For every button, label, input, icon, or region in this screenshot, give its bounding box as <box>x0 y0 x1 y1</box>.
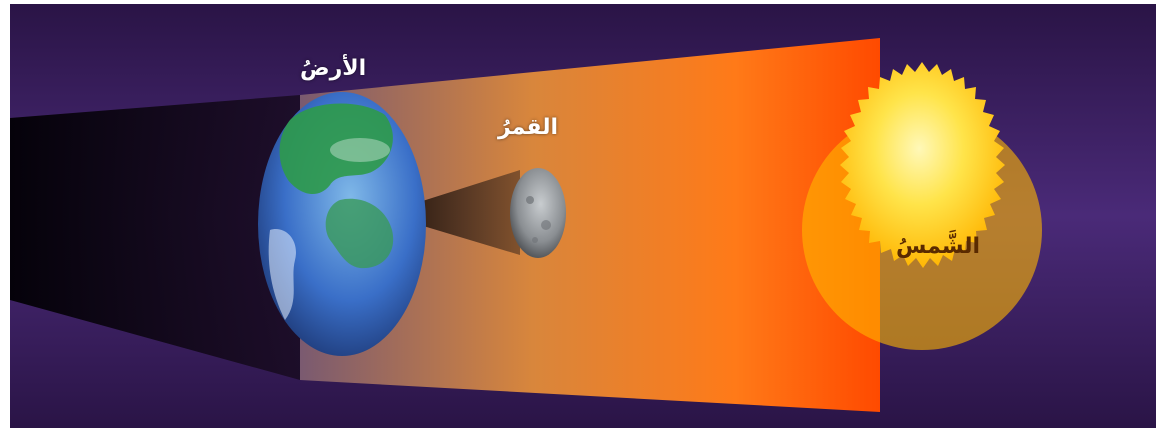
earth-continent <box>279 103 393 195</box>
earth-clouds <box>268 229 296 320</box>
moon-body <box>510 168 566 258</box>
sun-disk <box>840 62 1005 268</box>
moon-shadow-cone <box>410 170 520 255</box>
moon-crater <box>541 220 551 230</box>
moon-crater <box>532 237 538 243</box>
moon <box>510 168 566 258</box>
sun-label: الشَّمسُ <box>896 234 981 259</box>
sunlight-beam <box>300 38 880 412</box>
earth <box>258 92 426 356</box>
sun <box>802 62 1042 350</box>
moon-label: القمرُ <box>498 115 559 140</box>
moon-crater <box>526 196 534 204</box>
earth-label: الأرضُ <box>300 56 367 81</box>
earth-continent <box>325 198 394 269</box>
earth-cloud-band <box>330 138 390 162</box>
earth-shadow <box>10 95 300 380</box>
